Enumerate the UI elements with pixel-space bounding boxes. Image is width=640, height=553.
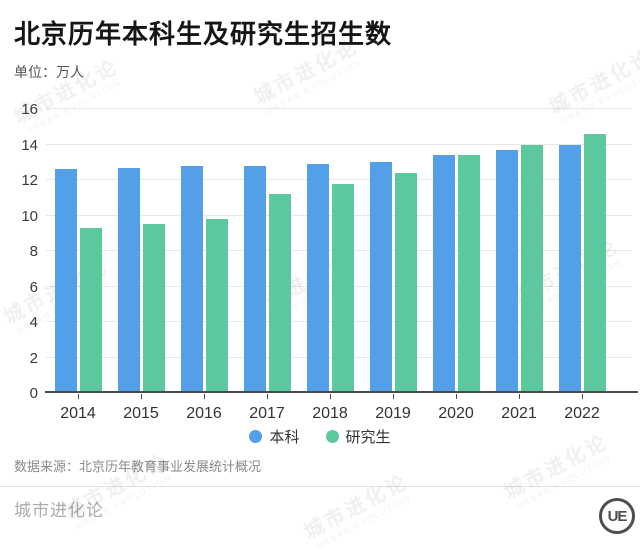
bar-group-2016: [181, 165, 228, 393]
gridline-y0: [45, 391, 638, 393]
bar-group-2015: [118, 167, 165, 393]
gridline-y12: [46, 179, 632, 180]
x-axis-label-2021: 2021: [501, 405, 537, 422]
y-axis-label-10: 10: [21, 207, 38, 225]
gridline-y16: [46, 108, 632, 109]
y-axis-label-16: 16: [21, 101, 38, 118]
x-axis-label-2016: 2016: [186, 405, 222, 422]
x-tick-2017: [267, 394, 268, 399]
x-tick-2014: [78, 394, 79, 399]
x-tick-2019: [393, 394, 394, 399]
bar-研究生-2018: [332, 183, 354, 393]
x-axis-label-2019: 2019: [375, 405, 411, 422]
brand-name: 城市进化论: [14, 501, 104, 520]
y-axis-label-8: 8: [29, 243, 38, 260]
data-source-note: 数据来源：北京历年教育事业发展统计概况: [14, 459, 262, 474]
unit-label: 单位：万人: [14, 64, 84, 80]
x-axis-label-2017: 2017: [249, 405, 285, 422]
legend-label-undergraduate: 本科: [269, 429, 300, 446]
y-axis-label-14: 14: [21, 136, 38, 154]
bar-group-2019: [370, 162, 417, 393]
legend-label-graduate: 研究生: [345, 429, 391, 446]
x-tick-2020: [456, 394, 457, 399]
chart-legend: 本科 研究生: [0, 426, 640, 447]
x-tick-2021: [519, 394, 520, 399]
y-axis-label-2: 2: [29, 349, 38, 367]
bar-本科-2015: [118, 167, 140, 393]
page-title: 北京历年本科生及研究生招生数: [14, 19, 393, 49]
bar-研究生-2014: [80, 227, 102, 393]
bar-group-2018: [307, 164, 354, 393]
x-axis-label-2018: 2018: [312, 405, 348, 422]
bar-研究生-2020: [458, 155, 480, 393]
y-axis-label-6: 6: [29, 278, 38, 296]
bar-group-2017: [244, 165, 291, 393]
x-axis-label-2020: 2020: [438, 405, 474, 422]
bar-group-2014: [55, 169, 102, 393]
bar-研究生-2021: [521, 144, 543, 393]
bar-本科-2021: [496, 149, 518, 393]
y-axis-label-4: 4: [29, 314, 38, 331]
legend-item-undergraduate: 本科: [249, 426, 300, 447]
x-tick-2015: [141, 394, 142, 399]
x-tick-2016: [204, 394, 205, 399]
x-tick-2018: [330, 394, 331, 399]
footer-divider: [0, 486, 640, 487]
x-axis-label-2014: 2014: [60, 405, 96, 422]
x-axis-label-2022: 2022: [564, 405, 600, 422]
x-tick-2022: [582, 394, 583, 399]
urban-evolution-logo-icon: UE: [599, 498, 635, 534]
undergraduate-legend-dot-icon: [249, 430, 263, 443]
graduate-legend-dot-icon: [325, 430, 339, 443]
bar-研究生-2019: [395, 172, 417, 393]
bar-研究生-2017: [269, 194, 291, 393]
bar-group-2021: [496, 144, 543, 393]
y-axis-label-12: 12: [21, 172, 38, 189]
bar-本科-2016: [181, 165, 203, 393]
bar-本科-2020: [433, 155, 455, 393]
bar-研究生-2016: [206, 219, 228, 393]
bar-group-2020: [433, 155, 480, 393]
legend-item-graduate: 研究生: [325, 426, 391, 447]
y-axis-label-0: 0: [29, 385, 38, 402]
gridline-y14: [46, 143, 632, 145]
bar-本科-2014: [55, 169, 77, 393]
bar-本科-2019: [370, 162, 392, 393]
bar-本科-2018: [307, 164, 329, 393]
bar-研究生-2022: [584, 133, 606, 393]
bar-本科-2022: [559, 144, 581, 393]
bar-chart-plot-area: 0 2 4 6 8 10 12 14 16 2014 2015 2016 2017 2018 2019 202…: [21, 101, 638, 422]
bar-研究生-2015: [143, 224, 165, 393]
x-axis-label-2015: 2015: [123, 405, 159, 422]
bar-本科-2017: [244, 165, 266, 393]
bar-group-2022: [559, 133, 606, 393]
